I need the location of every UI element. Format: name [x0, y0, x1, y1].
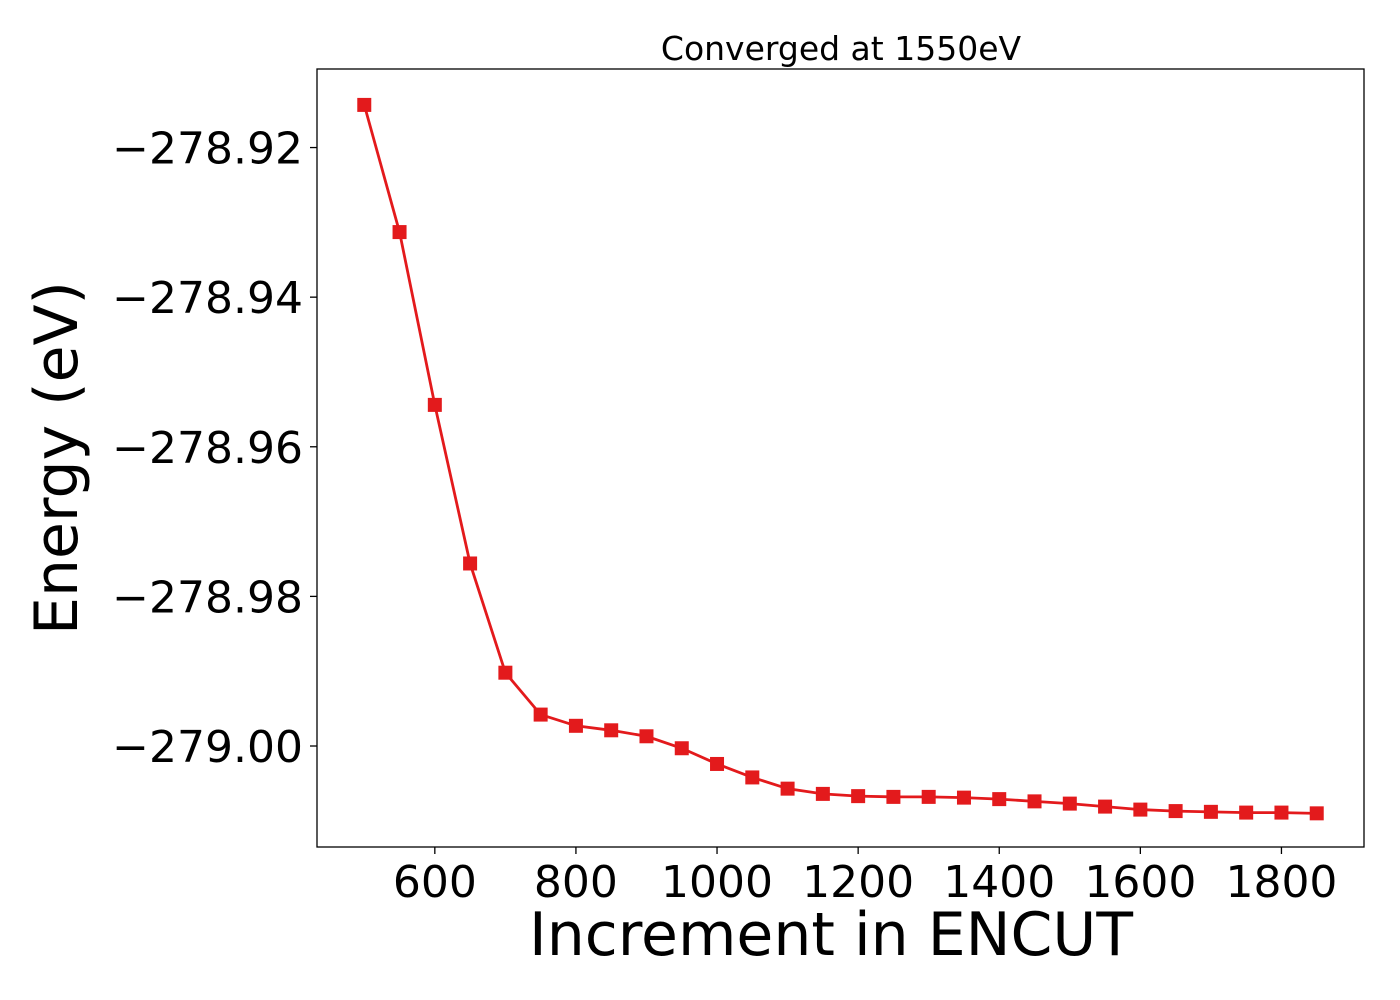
data-point-marker [498, 665, 513, 680]
data-point-marker [674, 741, 689, 756]
data-point-marker [1062, 796, 1077, 811]
energy-series-markers [357, 97, 1324, 821]
energy-series-line [362, 104, 1317, 815]
y-tick-label: −278.92 [112, 124, 303, 175]
data-point-marker [815, 786, 830, 801]
data-point-marker [1133, 802, 1148, 817]
y-tick-label: −278.94 [112, 273, 303, 324]
x-axis-label: Increment in ENCUT [529, 900, 1133, 970]
data-point-marker [886, 789, 901, 804]
y-axis: −278.92 −278.94 −278.96 −278.98 −279.00 [112, 124, 317, 773]
x-tick-label: 800 [534, 857, 618, 908]
y-tick-label: −278.96 [112, 423, 303, 474]
data-point-marker [956, 790, 971, 805]
data-point-marker [604, 723, 619, 738]
data-point-marker [1203, 804, 1218, 819]
data-point-marker [427, 397, 442, 412]
data-point-marker [568, 718, 583, 733]
data-point-marker [639, 729, 654, 744]
data-point-marker [357, 97, 372, 112]
data-point-marker [921, 789, 936, 804]
data-point-marker [1168, 804, 1183, 819]
data-point-marker [1274, 805, 1289, 820]
y-axis-label: Energy (eV) [22, 281, 92, 635]
data-point-marker [992, 792, 1007, 807]
data-point-marker [745, 770, 760, 785]
chart-title: Converged at 1550eV [661, 29, 1022, 68]
data-point-marker [710, 756, 725, 771]
data-point-marker [463, 556, 478, 571]
data-point-marker [780, 781, 795, 796]
x-tick-label: 1600 [1084, 857, 1196, 908]
y-tick-label: −278.98 [112, 572, 303, 623]
x-tick-label: 1400 [943, 857, 1055, 908]
data-point-marker [1309, 806, 1324, 821]
y-tick-label: −279.00 [112, 722, 303, 773]
x-tick-label: 600 [393, 857, 477, 908]
data-point-marker [851, 789, 866, 804]
data-point-marker [392, 225, 407, 240]
x-tick-label: 1200 [802, 857, 914, 908]
data-point-marker [1027, 794, 1042, 809]
x-tick-label: 1800 [1225, 857, 1337, 908]
data-point-marker [1239, 805, 1254, 820]
data-point-marker [1098, 799, 1113, 814]
x-tick-label: 1000 [661, 857, 773, 908]
x-axis: 600 800 1000 1200 1400 1600 1800 [393, 847, 1337, 908]
data-point-marker [533, 707, 548, 722]
plot-area-frame [316, 68, 1365, 848]
